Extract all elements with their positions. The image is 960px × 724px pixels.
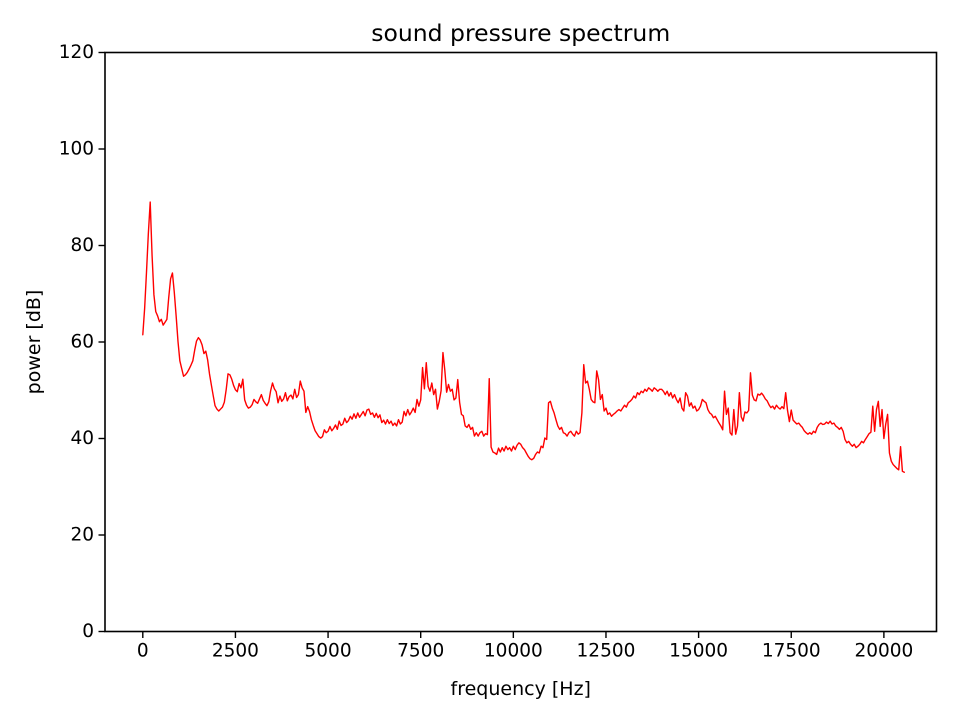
x-axis-label: frequency [Hz] [451, 678, 591, 700]
y-axis-label: power [dB] [23, 290, 45, 395]
y-tick-label: 60 [70, 332, 94, 353]
x-tick-label: 7500 [397, 640, 444, 661]
y-tick-label: 20 [70, 525, 94, 546]
x-tick-label: 17500 [762, 640, 821, 661]
x-tick-label: 5000 [305, 640, 352, 661]
chart-title: sound pressure spectrum [371, 19, 670, 47]
y-tick-label: 100 [59, 139, 94, 160]
y-axis-ticks: 0 20 40 60 80 100 120 [59, 42, 105, 642]
y-tick-label: 80 [70, 235, 94, 256]
y-tick-label: 40 [70, 428, 94, 449]
x-tick-label: 2500 [212, 640, 259, 661]
x-tick-label: 0 [137, 640, 149, 661]
y-tick-label: 0 [82, 621, 94, 642]
x-tick-label: 10000 [484, 640, 543, 661]
x-tick-label: 12500 [577, 640, 636, 661]
x-tick-label: 20000 [854, 640, 913, 661]
y-tick-label: 120 [59, 42, 94, 63]
spectrum-line [142, 201, 905, 473]
x-axis-ticks: 0 2500 5000 7500 10000 12500 15000 17500 20000 [137, 631, 913, 661]
x-tick-label: 15000 [669, 640, 728, 661]
